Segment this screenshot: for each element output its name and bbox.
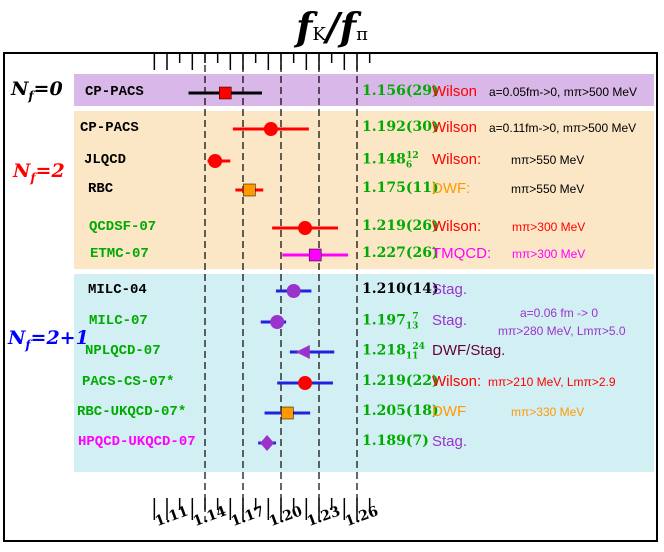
value-label: 1.148612 (362, 151, 419, 171)
value-label: 1.210(14) (362, 281, 439, 297)
data-point-square (219, 86, 232, 100)
value-label: 1.197137 (362, 312, 419, 332)
action-label: Stag. (432, 312, 468, 329)
collab-label: CP-PACS (85, 84, 144, 100)
value-label: 1.205(18) (362, 403, 439, 419)
action-label: Wilson (432, 83, 478, 100)
collab-label: MILC-04 (88, 282, 147, 298)
action-label: DWF/Stag. (432, 342, 506, 359)
data-point-circle (208, 154, 223, 168)
value-label: 1.175(11) (362, 180, 439, 196)
data-point-diamond (260, 435, 275, 451)
data-point-square (308, 248, 322, 262)
group-label-nf0: Nf=0 (11, 78, 63, 103)
collab-label: PACS-CS-07* (82, 374, 175, 390)
band-nf0 (74, 74, 654, 106)
collab-label: ETMC-07 (90, 246, 149, 262)
note-label: mπ>210 MeV, Lmπ>2.9 (488, 375, 616, 389)
group-label-nf21: Nf=2+1 (8, 327, 89, 352)
data-point-triangle (295, 345, 310, 359)
band-nf2 (74, 111, 654, 269)
collab-label: HPQCD-UKQCD-07 (78, 434, 196, 450)
value-label: 1.219(26) (362, 218, 439, 234)
action-label: Wilson: (432, 151, 482, 168)
collab-label: CP-PACS (80, 120, 139, 136)
value-label: 1.227(26) (362, 245, 439, 261)
data-point-circle (298, 376, 313, 390)
note-label: mπ>300 MeV (512, 220, 586, 234)
value-label: 1.192(30) (362, 119, 439, 135)
data-point-circle (286, 284, 301, 298)
action-label: DWF (432, 403, 467, 420)
action-label: TMQCD: (432, 245, 492, 262)
collab-label: QCDSF-07 (89, 219, 157, 235)
data-point-square (281, 406, 294, 420)
action-label: Wilson: (432, 218, 482, 235)
data-point-circle (263, 122, 278, 136)
band-nf21 (74, 274, 654, 472)
milc-note-2: mπ>280 MeV, Lmπ>5.0 (498, 324, 626, 338)
action-label: Stag. (432, 433, 468, 450)
action-label: Wilson (432, 119, 478, 136)
value-label: 1.156(29) (362, 83, 439, 99)
data-point-circle (298, 221, 313, 235)
note-label: mπ>550 MeV (511, 153, 585, 167)
collab-label: RBC-UKQCD-07* (77, 404, 187, 420)
value-label: 1.219(22) (362, 373, 439, 389)
collab-label: RBC (88, 181, 114, 197)
note-label: mπ>300 MeV (512, 247, 586, 261)
action-label: Wilson: (432, 373, 482, 390)
collab-label: JLQCD (84, 152, 127, 168)
milc-note-1: a=0.06 fm -> 0 (520, 306, 599, 320)
group-label-nf2: Nf=2 (13, 160, 65, 185)
data-point-circle (270, 315, 285, 329)
note-label: mπ>330 MeV (511, 405, 585, 419)
note-label: mπ>550 MeV (511, 182, 585, 196)
action-label: Stag. (432, 281, 468, 298)
chart-title: fK/fπ (296, 4, 368, 49)
plot-frame (3, 52, 658, 542)
action-label: DWF: (432, 180, 471, 197)
value-label: 1.189(7) (362, 433, 429, 449)
value-label: 1.2181124 (362, 342, 425, 362)
note-label: a=0.11fm->0, mπ>500 MeV (489, 121, 637, 135)
data-point-square (243, 183, 256, 197)
collab-label: MILC-07 (89, 313, 148, 329)
collab-label: NPLQCD-07 (85, 343, 161, 359)
note-label: a=0.05fm->0, mπ>500 MeV (489, 85, 638, 99)
